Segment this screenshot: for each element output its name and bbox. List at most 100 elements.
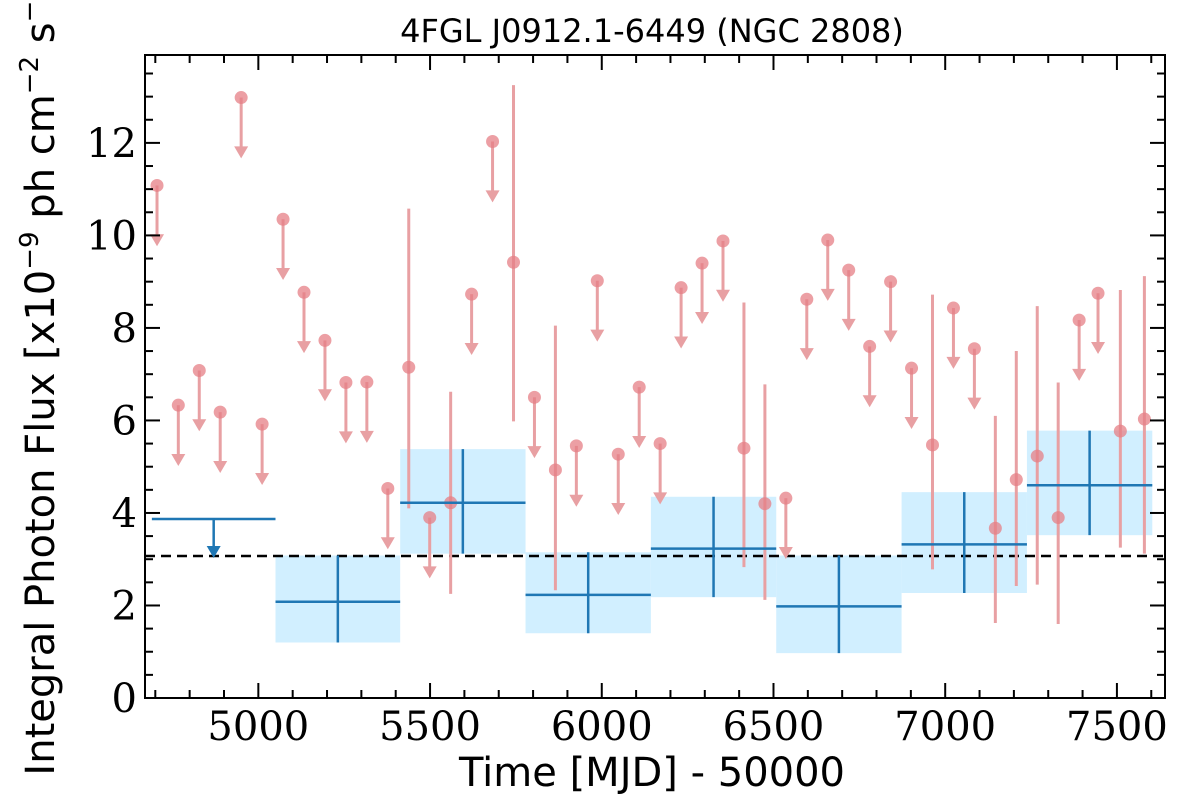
upper-limit-arrow [632, 435, 647, 448]
short-bin-point-26 [695, 256, 710, 324]
data-marker [548, 463, 562, 477]
y-tick-label: 2 [112, 583, 137, 629]
data-marker [758, 497, 772, 511]
short-bin-point-13 [422, 511, 437, 579]
plot-area [145, 85, 1165, 654]
upper-limit-arrow [206, 546, 221, 559]
chart-title: 4FGL J0912.1-6449 (NGC 2808) [400, 12, 904, 50]
y-axis-label-part1: Integral Photon Flux [x10 [18, 270, 64, 776]
upper-limit-arrow [234, 146, 249, 159]
data-marker [1072, 313, 1086, 327]
short-bin-point-5 [255, 417, 270, 485]
tick-labels: 5000 5500 6000 6500 7000 7500 0 2 4 6 8 10 12 [86, 121, 1168, 750]
data-marker [653, 437, 667, 451]
data-marker [632, 380, 646, 394]
upper-limit-arrow [1072, 368, 1087, 381]
upper-limit-arrow [653, 492, 668, 505]
short-bin-point-28 [737, 302, 751, 568]
upper-limit-arrow [422, 566, 437, 579]
long-bin-point-5 [776, 555, 902, 654]
plot-frame [144, 54, 1166, 699]
short-bin-point-47 [1137, 276, 1151, 554]
upper-limit-arrow [297, 341, 312, 354]
short-bin-point-46 [1113, 289, 1127, 548]
axis-ticks [145, 55, 1165, 699]
upper-limit-arrow [464, 342, 479, 355]
upper-limit-arrow [1091, 342, 1106, 355]
y-tick-label: 4 [112, 491, 137, 537]
upper-limit-arrow [799, 348, 814, 361]
data-marker [1137, 412, 1151, 426]
y-axis-label: Integral Photon Flux [x10−9 ph cm−2 s−1] [15, 0, 64, 776]
long-bin-point-0 [151, 517, 276, 559]
upper-limit-arrow [820, 288, 835, 301]
upper-limit-arrow [883, 330, 898, 343]
data-marker [486, 135, 500, 149]
upper-limit-arrow [590, 329, 605, 342]
upper-limit-arrow [213, 460, 228, 473]
data-marker [967, 342, 981, 356]
data-marker [360, 375, 374, 389]
short-bin-point-4 [234, 91, 249, 159]
long-bin-point-3 [525, 552, 651, 634]
data-marker [800, 292, 814, 306]
y-axis-label-exp1: −9 [15, 231, 45, 269]
short-bin-point-20 [569, 439, 584, 507]
data-marker [925, 438, 939, 452]
data-marker [527, 390, 541, 404]
data-marker [1091, 286, 1105, 300]
short-bin-point-40 [988, 415, 1002, 624]
upper-limit-arrow [485, 190, 500, 203]
upper-limit-arrow [904, 416, 919, 429]
x-tick-label: 7500 [1066, 704, 1168, 750]
short-bin-point-27 [716, 234, 730, 302]
upper-limit-arrow [967, 397, 982, 410]
short-bin-point-0 [150, 178, 165, 247]
data-marker [946, 301, 960, 315]
data-marker [737, 441, 751, 455]
short-bin-point-45 [1091, 286, 1106, 355]
upper-limit-arrow [171, 454, 186, 467]
data-marker [1009, 473, 1023, 487]
upper-limit-arrow [611, 503, 626, 516]
short-bin-point-1 [171, 398, 186, 467]
data-marker [423, 511, 437, 525]
short-bin-point-36 [904, 361, 919, 429]
data-marker [1113, 424, 1127, 438]
x-tick-label: 7000 [894, 704, 996, 750]
short-bin-point-22 [611, 447, 626, 516]
data-marker [507, 255, 521, 269]
data-marker [339, 376, 353, 390]
data-marker [318, 333, 332, 347]
upper-limit-arrow [862, 395, 877, 408]
data-marker [611, 447, 625, 461]
short-bin-point-37 [925, 294, 939, 570]
short-bin-point-35 [883, 275, 898, 343]
x-axis-label: Time [MJD] - 50000 [458, 750, 845, 796]
short-bin-point-30 [778, 491, 793, 559]
long-bin-point-2 [400, 449, 526, 554]
data-marker [465, 287, 479, 301]
short-bin-point-25 [674, 281, 689, 349]
data-marker [1030, 449, 1044, 463]
short-bin-point-24 [653, 437, 668, 505]
y-axis-label-part3: s [18, 22, 64, 56]
data-marker [695, 256, 709, 270]
short-bin-point-21 [590, 274, 605, 342]
upper-limit-arrow [946, 356, 961, 369]
short-bin-point-33 [841, 263, 856, 331]
upper-limit-arrow [527, 446, 542, 459]
data-marker [779, 491, 793, 505]
data-marker [255, 417, 269, 431]
upper-limit-arrow [716, 289, 730, 302]
short-bin-point-15 [464, 287, 479, 355]
upper-limit-arrow [317, 389, 332, 402]
upper-limit-arrow [255, 472, 270, 485]
short-bin-point-16 [485, 135, 500, 203]
long-bin-point-4 [650, 496, 777, 598]
data-marker [234, 91, 248, 105]
short-bin-point-19 [548, 325, 562, 591]
short-bin-point-8 [317, 333, 332, 402]
data-marker [884, 275, 898, 289]
